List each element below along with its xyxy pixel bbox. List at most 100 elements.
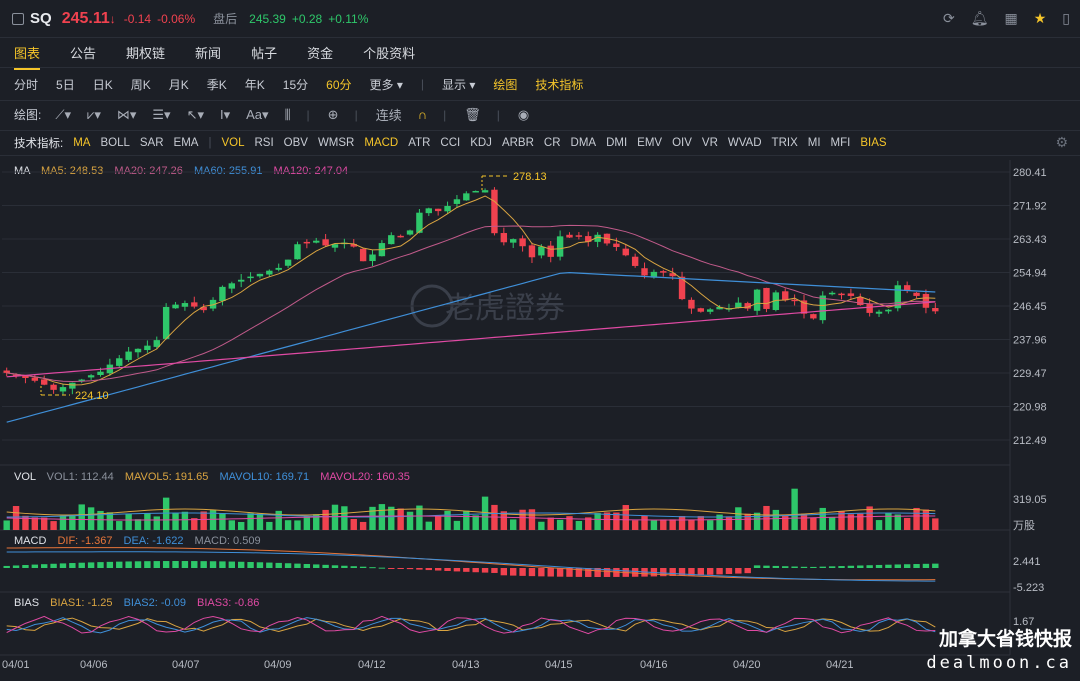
- indicator-bias[interactable]: BIAS: [860, 137, 887, 149]
- indicator-vol[interactable]: VOL: [221, 137, 245, 149]
- candle-body: [594, 234, 601, 242]
- macd-histogram-bar: [97, 562, 104, 568]
- macd-histogram-bar: [303, 564, 311, 568]
- indicator-dmi[interactable]: DMI: [606, 137, 628, 149]
- period-0[interactable]: 分时: [14, 77, 39, 92]
- macd-histogram-bar: [463, 568, 470, 572]
- indicator-arbr[interactable]: ARBR: [501, 137, 534, 149]
- macd-histogram-bar: [453, 568, 461, 572]
- indicator-atr[interactable]: ATR: [408, 137, 431, 149]
- sidebar-toggle-icon[interactable]: [12, 12, 24, 25]
- indicator-wmsr[interactable]: WMSR: [317, 137, 355, 149]
- indicator-rsi[interactable]: RSI: [254, 137, 274, 149]
- mavol20-line: [6, 515, 936, 521]
- draw-button[interactable]: 绘图: [493, 77, 518, 92]
- candle-body: [885, 309, 892, 312]
- period-6[interactable]: 年K: [244, 77, 265, 92]
- star-icon[interactable]: ★: [1033, 10, 1047, 26]
- display-button[interactable]: 显示 ▾: [441, 77, 476, 92]
- date-tick-label: 04/16: [640, 659, 668, 671]
- line-tool-icon[interactable]: ⟋▾: [55, 106, 71, 122]
- candle-body: [359, 248, 367, 262]
- ray-tool-icon[interactable]: ⩗▾: [86, 106, 101, 122]
- macd-histogram-bar: [472, 568, 479, 573]
- settings-gear-icon[interactable]: ⚙: [1055, 134, 1068, 150]
- indicator-wvad[interactable]: WVAD: [727, 137, 762, 149]
- magnet-icon[interactable]: ∩: [417, 107, 428, 122]
- candle-body: [388, 235, 395, 245]
- indicator-obv[interactable]: OBV: [283, 137, 308, 149]
- volume-bar: [228, 520, 236, 530]
- fib-tool-icon[interactable]: ☰▾: [152, 106, 171, 122]
- period-2[interactable]: 日K: [92, 77, 113, 92]
- date-tick-label: 04/21: [826, 659, 854, 671]
- low-marker: 224.10: [40, 386, 109, 402]
- indicator-kdj[interactable]: KDJ: [470, 137, 492, 149]
- eye-icon[interactable]: ◉: [517, 106, 530, 122]
- volume-bar: [688, 519, 695, 530]
- channel-tool-icon[interactable]: ⋈▾: [116, 106, 137, 122]
- period-3[interactable]: 周K: [130, 77, 151, 92]
- indicator-boll[interactable]: BOLL: [100, 137, 130, 149]
- volume-bar: [434, 516, 442, 530]
- indicator-ma[interactable]: MA: [73, 137, 91, 149]
- candle-body: [838, 293, 845, 296]
- measure-tool-icon[interactable]: ⫼: [284, 106, 291, 122]
- tab-4[interactable]: 帖子: [251, 46, 278, 61]
- vol-unit-label: 万股: [1013, 519, 1035, 532]
- indicator-trix[interactable]: TRIX: [771, 137, 798, 149]
- more-button[interactable]: 更多 ▾: [369, 77, 403, 92]
- tab-3[interactable]: 新闻: [195, 46, 222, 61]
- indicator-mfi[interactable]: MFI: [830, 137, 851, 149]
- indicator-separator: |: [208, 137, 212, 149]
- period-4[interactable]: 月K: [168, 77, 189, 92]
- arrow-tool-icon[interactable]: ↖▾: [186, 106, 204, 122]
- indicator-oiv[interactable]: OIV: [672, 137, 692, 149]
- candle-body: [266, 270, 273, 275]
- indicator-sar[interactable]: SAR: [139, 137, 164, 149]
- indicator-mi[interactable]: MI: [807, 137, 821, 149]
- bell-icon[interactable]: 🔔︎: [970, 10, 989, 26]
- dea-line: [6, 551, 936, 582]
- period-8[interactable]: 60分: [326, 77, 352, 92]
- indicator-dma[interactable]: DMA: [570, 137, 597, 149]
- tab-6[interactable]: 个股资料: [363, 46, 416, 61]
- volume-bar: [284, 520, 292, 530]
- volume-bar: [500, 511, 508, 530]
- trash-icon[interactable]: 🗑︎: [464, 106, 481, 122]
- indicator-macd[interactable]: MACD: [364, 137, 399, 149]
- zoom-icon[interactable]: ⊕: [327, 106, 339, 122]
- font-tool-icon[interactable]: Aa▾: [246, 106, 269, 122]
- grid-icon[interactable]: ▦: [1004, 10, 1018, 26]
- candle-body: [800, 300, 808, 314]
- indicator-cr[interactable]: CR: [543, 137, 561, 149]
- tab-1[interactable]: 公告: [70, 46, 97, 61]
- volume-bar: [181, 511, 189, 530]
- panel-icon[interactable]: ▯: [1062, 10, 1070, 26]
- period-5[interactable]: 季K: [206, 77, 227, 92]
- text-tool-icon[interactable]: I▾: [219, 106, 231, 122]
- indicator-ema[interactable]: EMA: [173, 137, 199, 149]
- indicator-vr[interactable]: VR: [701, 137, 718, 149]
- tech-indicator-button[interactable]: 技术指标: [535, 77, 584, 92]
- period-1[interactable]: 5日: [56, 77, 75, 92]
- continuous-toggle[interactable]: 连续: [375, 108, 402, 123]
- candle-body: [622, 248, 629, 256]
- indicator-cci[interactable]: CCI: [440, 137, 461, 149]
- refresh-icon[interactable]: ⟳: [942, 10, 955, 26]
- volume-bar: [519, 509, 526, 530]
- tab-0[interactable]: 图表: [14, 43, 41, 70]
- volume-bar: [932, 518, 939, 530]
- tab-2[interactable]: 期权链: [126, 46, 166, 61]
- volume-bar: [922, 509, 930, 530]
- macd-histogram-bar: [284, 563, 292, 568]
- tab-5[interactable]: 资金: [307, 46, 334, 61]
- candle-body: [406, 230, 414, 235]
- indicator-emv[interactable]: EMV: [637, 137, 663, 149]
- macd-histogram-bar: [791, 566, 798, 568]
- macd-histogram-bar: [510, 568, 517, 576]
- period-7[interactable]: 15分: [282, 77, 309, 92]
- macd-histogram-bar: [547, 568, 554, 577]
- vol-tick-label: 319.05: [1013, 494, 1047, 506]
- macd-histogram-bar: [519, 568, 526, 576]
